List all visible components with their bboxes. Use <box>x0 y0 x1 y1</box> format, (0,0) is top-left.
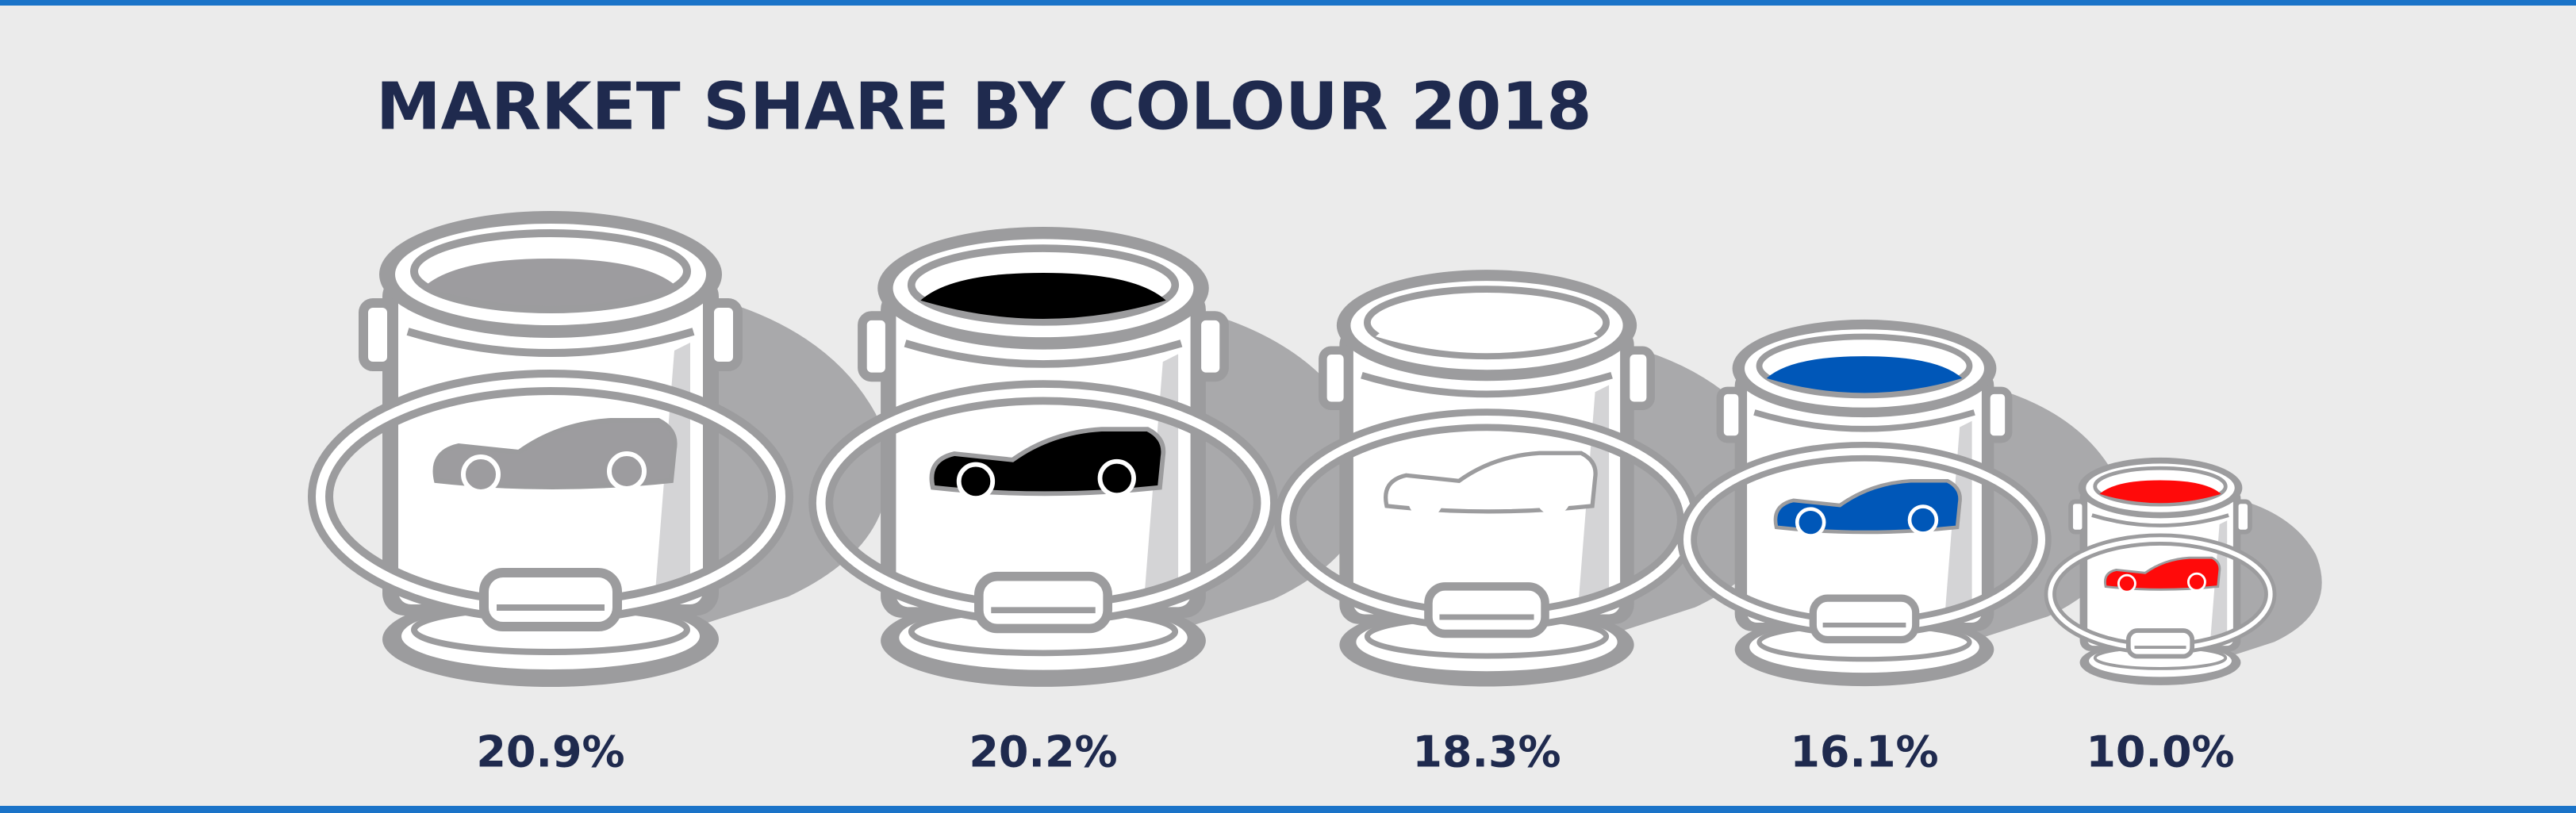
paint-can <box>2044 457 2322 685</box>
handle-clip <box>1809 594 1920 644</box>
car-wheel <box>2186 572 2206 592</box>
handle-clip <box>479 568 622 631</box>
value-label: 20.9% <box>476 727 624 777</box>
paint-surface <box>1375 311 1599 354</box>
lug-left <box>359 298 397 371</box>
bottom-rule <box>0 806 2576 813</box>
can-base-inner <box>401 603 700 669</box>
paint-can <box>1274 270 1783 687</box>
car-wheel <box>956 462 996 501</box>
paint-surface <box>2099 480 2221 504</box>
value-label: 10.0% <box>2086 727 2234 777</box>
can-base-inner <box>1749 621 1979 673</box>
can-label-edge <box>1753 409 1975 432</box>
car-wheel <box>1536 480 1571 516</box>
paint-can <box>308 211 889 687</box>
can-label-edge <box>406 328 695 357</box>
can-label-edge <box>2091 513 2229 527</box>
value-label: 20.2% <box>969 727 1117 777</box>
lug-right <box>1983 386 2013 443</box>
car-wheel <box>1097 458 1136 498</box>
car-wheel <box>1408 482 1443 518</box>
car-wheel <box>2117 573 2136 593</box>
lug-right <box>1192 311 1229 382</box>
paint-can <box>808 226 1370 687</box>
lug-right <box>704 298 743 371</box>
value-label: 16.1% <box>1790 727 1938 777</box>
car-wheel <box>1907 504 1939 535</box>
lug-left <box>1319 346 1353 411</box>
paint-can <box>1677 319 2125 687</box>
handle-clip <box>974 571 1112 634</box>
value-label: 18.3% <box>1412 727 1561 777</box>
lug-left <box>1716 386 1746 443</box>
paint-surface <box>424 259 678 306</box>
top-rule <box>0 0 2576 6</box>
lug-left <box>858 311 895 382</box>
can-base-inner <box>899 605 1188 670</box>
handle-clip <box>2125 628 2195 659</box>
car-wheel <box>461 454 501 494</box>
can-base-inner <box>2089 645 2232 677</box>
lug-right <box>2233 499 2252 535</box>
paint-surface <box>1766 356 1963 393</box>
can-label-edge <box>904 339 1183 368</box>
car-wheel <box>607 451 647 491</box>
handle-clip <box>1424 582 1549 639</box>
car-wheel <box>1795 507 1826 538</box>
can-label-edge <box>1361 372 1613 398</box>
chart-title: MARKET SHARE BY COLOUR 2018 <box>376 69 1591 144</box>
lug-left <box>2068 499 2087 535</box>
lug-right <box>1621 346 1655 411</box>
paint-surface <box>920 272 1166 319</box>
can-base-inner <box>1356 612 1618 672</box>
